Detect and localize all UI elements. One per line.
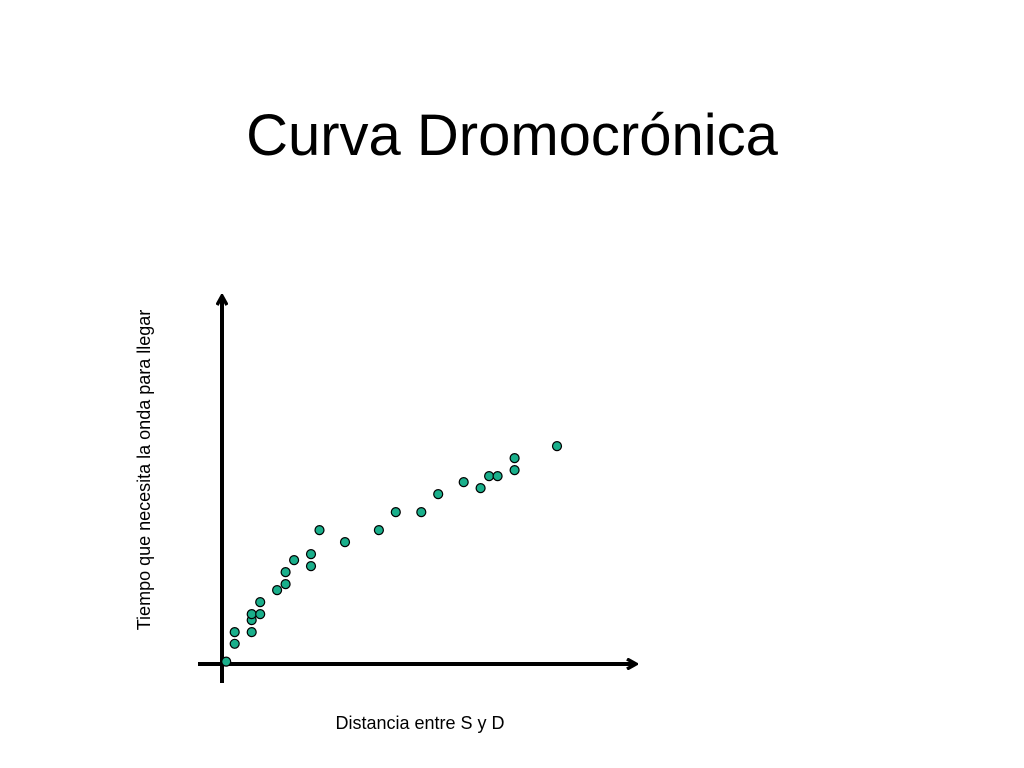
data-point [509,465,520,476]
data-point [280,566,291,578]
data-point [458,477,469,488]
data-point [314,524,325,536]
data-point [475,483,486,494]
data-point [339,536,351,548]
data-point [255,608,266,620]
slide-title: Curva Dromocrónica [246,103,778,168]
data-points [221,441,563,667]
data-point [221,656,232,667]
data-point [416,506,427,518]
data-point [492,471,503,482]
data-point [246,626,257,638]
data-point [551,441,563,452]
data-point [289,554,300,566]
data-point [229,626,240,638]
data-point [305,560,317,572]
data-point [484,471,495,482]
data-point [509,453,520,464]
data-point [433,489,444,500]
data-point [280,578,291,590]
data-point [272,584,283,596]
data-point [305,548,317,560]
data-point [373,524,384,536]
data-point [229,638,240,649]
data-point [246,608,257,620]
x-axis-label: Distancia entre S y D [335,713,504,733]
data-point [255,596,266,608]
data-point [390,506,401,518]
y-axis-label: Tiempo que necesita la onda para llegar [134,310,154,631]
